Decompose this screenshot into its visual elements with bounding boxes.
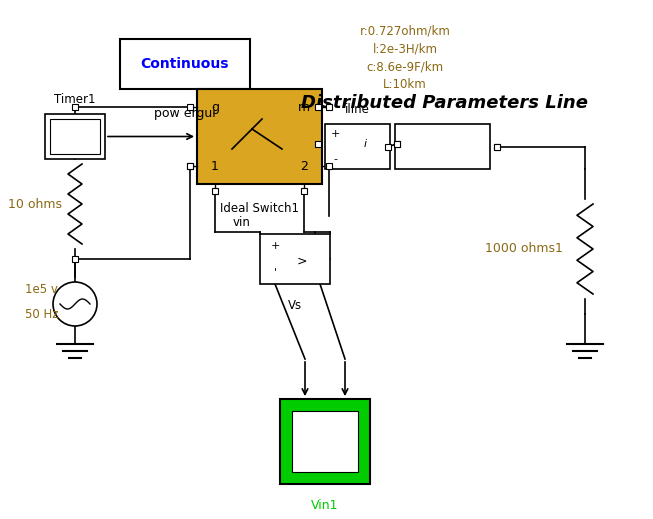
Text: g: g xyxy=(211,101,219,114)
Text: 2: 2 xyxy=(300,159,308,172)
Text: vin: vin xyxy=(233,216,251,229)
Text: iline: iline xyxy=(345,103,370,116)
Text: -: - xyxy=(333,154,337,164)
Bar xyxy=(212,188,218,194)
Text: >: > xyxy=(296,254,308,267)
Bar xyxy=(187,163,193,169)
Text: 50 Hz: 50 Hz xyxy=(25,307,59,321)
FancyBboxPatch shape xyxy=(292,411,358,472)
Bar xyxy=(187,163,193,169)
Bar xyxy=(326,104,332,110)
Bar xyxy=(394,141,400,147)
Text: 1: 1 xyxy=(211,159,219,172)
FancyBboxPatch shape xyxy=(45,114,105,159)
Text: r:0.727ohm/km
l:2e-3H/km
c:8.6e-9F/km
L:10km: r:0.727ohm/km l:2e-3H/km c:8.6e-9F/km L:… xyxy=(360,24,451,91)
Bar xyxy=(315,104,321,110)
FancyBboxPatch shape xyxy=(325,124,390,169)
Text: +: + xyxy=(270,241,279,251)
FancyBboxPatch shape xyxy=(395,124,490,169)
Text: i: i xyxy=(364,139,366,149)
Circle shape xyxy=(53,282,97,326)
Bar xyxy=(494,143,500,149)
Bar xyxy=(301,188,307,194)
FancyBboxPatch shape xyxy=(197,89,322,184)
Text: 1000 ohms1: 1000 ohms1 xyxy=(485,242,563,255)
Text: Timer1: Timer1 xyxy=(54,93,96,106)
Text: +: + xyxy=(330,129,340,139)
Text: Continuous: Continuous xyxy=(141,57,229,71)
Text: ': ' xyxy=(274,267,277,277)
Bar xyxy=(72,256,78,262)
FancyBboxPatch shape xyxy=(50,119,100,154)
Bar xyxy=(385,143,391,149)
Bar xyxy=(394,141,400,147)
Text: m: m xyxy=(298,101,310,114)
Bar xyxy=(315,141,321,147)
Bar xyxy=(326,163,332,169)
Text: Ideal Switch1: Ideal Switch1 xyxy=(220,202,299,215)
Text: Distributed Parameters Line: Distributed Parameters Line xyxy=(302,94,588,112)
Text: pow ergui: pow ergui xyxy=(154,107,216,120)
Text: Vs: Vs xyxy=(288,299,302,312)
FancyBboxPatch shape xyxy=(120,39,250,89)
FancyBboxPatch shape xyxy=(280,399,370,484)
FancyBboxPatch shape xyxy=(260,234,330,284)
Bar xyxy=(187,104,193,110)
Bar xyxy=(494,143,500,149)
Text: Vin1: Vin1 xyxy=(311,499,339,512)
Text: 10 ohms: 10 ohms xyxy=(8,198,62,211)
Bar xyxy=(72,104,78,110)
Text: 1e5 v: 1e5 v xyxy=(25,282,58,295)
